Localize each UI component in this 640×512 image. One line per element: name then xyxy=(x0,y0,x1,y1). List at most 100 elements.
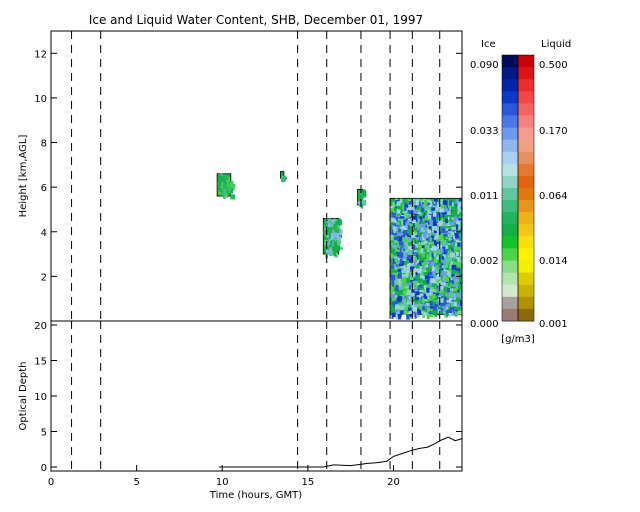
cloud-pixel xyxy=(393,264,397,268)
time-tick-label: 10 xyxy=(216,477,229,488)
dashed-time-markers-top xyxy=(71,31,441,321)
cloud-pixel xyxy=(397,205,402,210)
cloud-pixel xyxy=(358,196,363,201)
cloud-pixel xyxy=(449,200,453,206)
cloud-pixel xyxy=(417,218,421,223)
cloud-pixel xyxy=(459,198,462,202)
cloud-pixel xyxy=(395,309,401,313)
cloud-pixel xyxy=(408,229,412,236)
height-tick-label: 10 xyxy=(34,94,47,105)
cloud-pixel xyxy=(401,214,404,217)
cloud-pixel xyxy=(450,286,453,290)
cloud-pixel xyxy=(435,265,438,271)
cloud-pixel xyxy=(445,249,449,255)
cloud-pixel xyxy=(437,222,441,226)
cloud-pixel xyxy=(411,239,414,242)
cloud-pixel xyxy=(396,284,402,287)
cloud-pixel xyxy=(334,245,339,251)
cloud-pixel xyxy=(453,237,456,243)
cloud-pixel xyxy=(399,216,405,219)
cloud-pixel xyxy=(411,282,416,286)
cloud-pixel xyxy=(432,205,437,208)
cloud-pixel xyxy=(448,268,453,272)
colorbar-swatch xyxy=(502,79,518,92)
cloud-pixel xyxy=(396,261,402,265)
cloud-pixel xyxy=(393,297,396,301)
cloud-pixel xyxy=(426,233,431,237)
cloud-pixel xyxy=(418,226,424,232)
colorbar-swatch xyxy=(518,272,534,286)
cloud-pixel xyxy=(225,179,229,183)
cloud-pixel xyxy=(422,267,428,271)
cloud-pixel xyxy=(403,204,409,208)
cloud-pixel xyxy=(440,258,446,263)
cloud-pixel xyxy=(401,277,407,284)
cloud-pixel xyxy=(446,205,450,211)
cloud-pixel xyxy=(413,250,418,253)
cloud-pixel xyxy=(411,240,415,246)
cloud-pixel xyxy=(402,290,408,297)
height-tick-label: 6 xyxy=(41,183,47,194)
cloud-pixel xyxy=(431,288,435,291)
cloud-pixel xyxy=(218,175,221,179)
cloud-pixel xyxy=(337,234,343,239)
dashed-time-markers-bottom xyxy=(71,321,441,471)
cloud-pixel xyxy=(406,269,410,273)
colorbar-swatch xyxy=(502,212,518,225)
ice-colorbar xyxy=(502,55,518,322)
cloud-pixel xyxy=(390,217,395,223)
cloud-pixel xyxy=(444,258,450,262)
colorbar: Ice Liquid 0.090 0.033 0.011 0.002 0.000 0.50… xyxy=(470,39,571,345)
cloud-pixel xyxy=(423,285,427,290)
cloud-pixel xyxy=(449,292,454,297)
cloud-pixel xyxy=(415,301,420,307)
cloud-pixel xyxy=(330,233,335,239)
cloud-pixel xyxy=(393,218,399,223)
ice-tick-label: 0.033 xyxy=(470,126,499,137)
cloud-pixel xyxy=(423,224,426,231)
cloud-pixel xyxy=(411,312,416,317)
cloud-pixel xyxy=(421,227,425,232)
cloud-pixel xyxy=(417,309,422,315)
cloud-pixel xyxy=(330,219,335,225)
cloud-pixel xyxy=(418,232,423,237)
cloud-pixel xyxy=(425,227,429,232)
cloud-pixel xyxy=(390,289,396,294)
cloud-pixel xyxy=(423,199,428,205)
cloud-pixel xyxy=(227,176,231,182)
height-tick-label: 2 xyxy=(41,272,47,283)
cloud-pixel xyxy=(426,267,431,272)
height-axis-label: Height [km,AGL] xyxy=(18,135,29,218)
cloud-pixel xyxy=(400,238,405,244)
cloud-pixel xyxy=(223,175,229,180)
cloud-pixel xyxy=(406,207,411,212)
cloud-pixel xyxy=(323,229,327,235)
cloud-pixel xyxy=(400,308,404,314)
cloud-pixel xyxy=(409,207,415,211)
cloud-pixel xyxy=(459,250,462,257)
cloud-pixel xyxy=(433,237,437,240)
cloud-pixel xyxy=(419,289,424,293)
cloud-pixel xyxy=(428,206,431,212)
cloud-pixel xyxy=(455,273,459,278)
height-tick-label: 4 xyxy=(41,228,47,239)
cloud-pixel xyxy=(417,212,421,216)
cloud-pixel xyxy=(227,188,230,192)
cloud-pixel xyxy=(229,189,232,194)
cloud-pixel xyxy=(435,220,441,224)
cloud-pixel xyxy=(424,240,428,245)
cloud-pixel xyxy=(419,260,424,264)
cloud-pixel xyxy=(412,200,416,206)
cloud-pixel xyxy=(439,290,445,294)
cloud-pixel xyxy=(429,297,432,301)
cloud-pixel xyxy=(328,232,333,239)
optical-depth-axis-label: Optical Depth xyxy=(18,362,29,431)
ice-tick-label: 0.090 xyxy=(470,60,499,71)
cloud-pixel xyxy=(451,217,455,222)
cloud-pixel xyxy=(451,301,456,307)
cloud-pixel xyxy=(403,230,408,236)
cloud-regions xyxy=(216,171,462,320)
cloud-pixel xyxy=(449,248,453,254)
colorbar-swatch xyxy=(518,139,534,153)
cloud-pixel xyxy=(403,299,406,304)
